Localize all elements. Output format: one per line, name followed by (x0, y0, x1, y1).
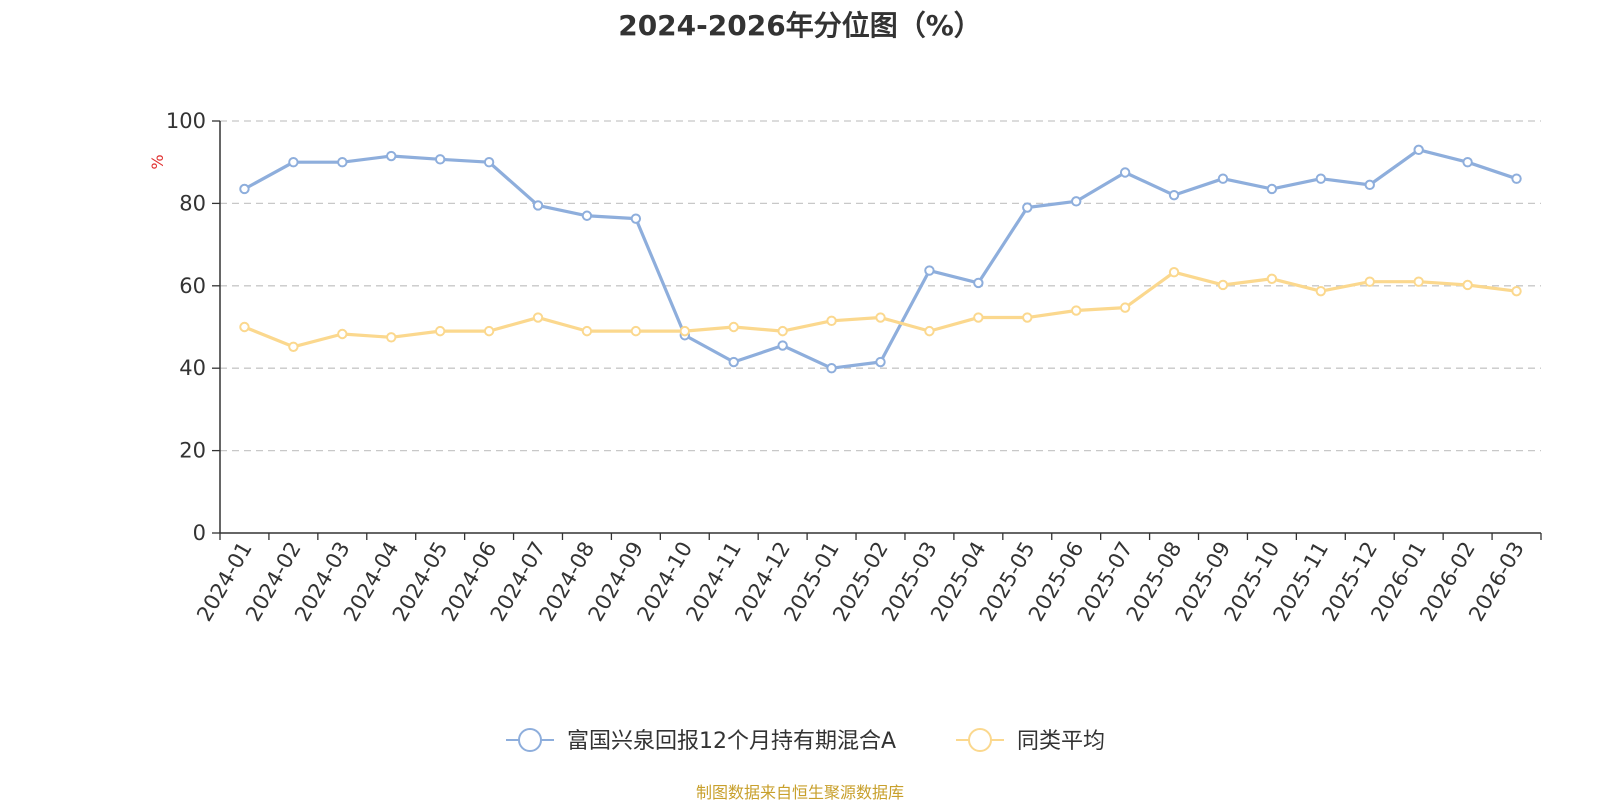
data-point (1217, 279, 1229, 291)
legend-item-2: 同类平均 (956, 728, 1105, 754)
legend-marker (518, 728, 542, 752)
legend: 富国兴泉回报12个月持有期混合A 同类平均 (506, 728, 1105, 754)
data-point (1168, 189, 1180, 201)
series-2 (239, 267, 1522, 352)
y-tick-label: 60 (179, 274, 206, 298)
data-point (532, 312, 544, 323)
series-lines (239, 144, 1522, 374)
data-point (337, 157, 348, 168)
y-axis-label: % (148, 154, 167, 169)
data-point (1119, 302, 1131, 313)
series-line (243, 148, 1518, 370)
y-tick-label: 80 (179, 191, 206, 215)
data-point (875, 356, 886, 368)
data-point (1266, 183, 1278, 195)
data-point (728, 356, 739, 368)
data-point (777, 340, 788, 351)
y-tick-label: 100 (166, 109, 206, 133)
data-point (924, 265, 935, 276)
data-point (288, 157, 299, 168)
data-point (777, 325, 788, 337)
y-tick-label: 40 (179, 356, 206, 380)
data-point (826, 363, 837, 374)
data-point (581, 210, 593, 221)
data-point (1022, 312, 1033, 323)
data-point (973, 312, 984, 323)
data-point (581, 325, 593, 337)
data-point (973, 277, 984, 289)
data-point (630, 325, 642, 337)
data-point (239, 183, 250, 195)
data-point (1364, 276, 1375, 287)
source-note: 制图数据来自恒生聚源数据库 (695, 783, 904, 802)
y-tick-label: 0 (193, 521, 206, 545)
data-point (1168, 267, 1180, 278)
legend-label: 同类平均 (1017, 729, 1105, 754)
data-point (1022, 202, 1033, 213)
data-point (1315, 285, 1327, 297)
data-point (630, 213, 642, 224)
data-point (1462, 279, 1473, 291)
series-line (243, 270, 1517, 349)
data-point (1511, 285, 1522, 297)
data-point (1071, 196, 1082, 207)
data-point (1266, 273, 1278, 284)
data-point (483, 325, 495, 337)
data-point (1511, 173, 1522, 184)
data-point (532, 200, 544, 211)
data-point (1119, 167, 1131, 178)
data-point (1413, 276, 1424, 287)
data-point (1217, 173, 1229, 184)
data-point (239, 321, 250, 333)
grid-lines (220, 120, 1541, 452)
data-point (924, 325, 935, 337)
data-point (386, 150, 397, 162)
data-point (434, 325, 446, 337)
data-point (288, 341, 299, 352)
data-point (1364, 179, 1375, 191)
legend-marker (968, 728, 992, 752)
data-point (875, 312, 886, 323)
data-point (1071, 305, 1082, 316)
legend-item-1: 富国兴泉回报12个月持有期混合A (506, 728, 896, 754)
data-point (1462, 157, 1473, 168)
chart-title: 2024-2026年分位图（%） (618, 9, 982, 42)
data-point (728, 321, 739, 333)
data-point (337, 328, 348, 340)
data-point (1413, 144, 1424, 156)
data-point (1315, 173, 1327, 184)
data-point (483, 157, 495, 168)
data-point (386, 332, 397, 343)
data-point (434, 154, 446, 165)
y-tick-label: 20 (179, 439, 206, 463)
axes: 0204060801002024-012024-022024-032024-04… (166, 109, 1542, 625)
series-1 (239, 144, 1522, 374)
legend-label: 富国兴泉回报12个月持有期混合A (567, 729, 896, 754)
data-point (826, 315, 837, 327)
data-point (679, 325, 690, 337)
